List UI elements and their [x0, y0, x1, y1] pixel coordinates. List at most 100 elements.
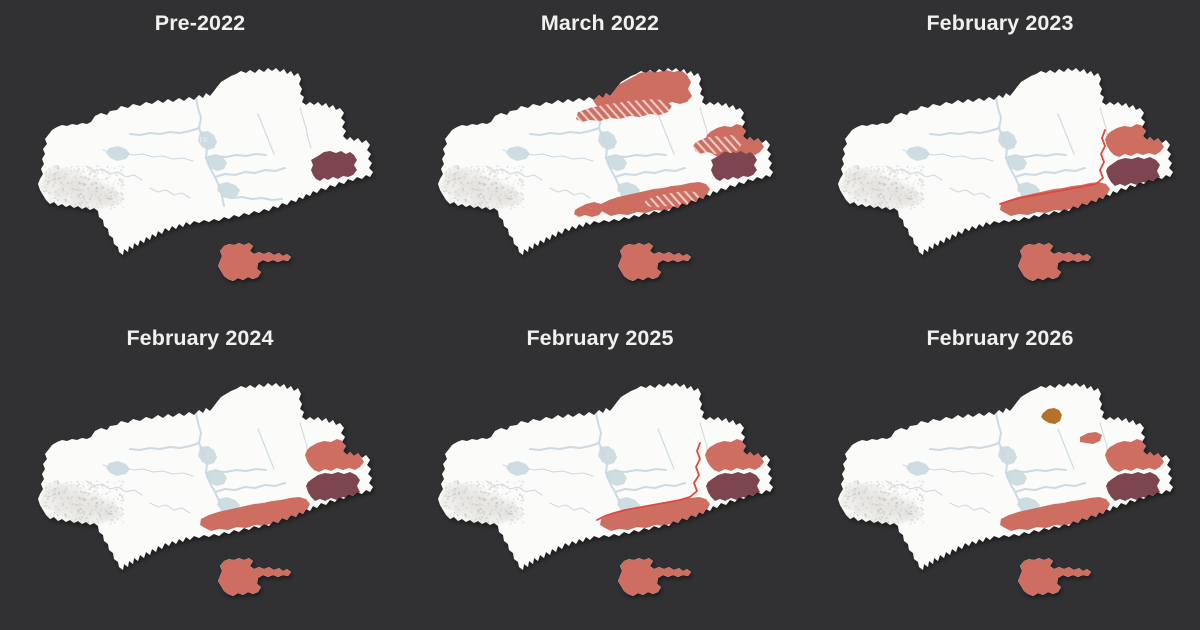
speckle-dot	[849, 175, 851, 177]
speckle-dot	[879, 197, 881, 200]
northern-contested-hatch-area[interactable]	[576, 99, 672, 122]
map-panel-february-2026[interactable]: February 2026	[800, 315, 1200, 630]
speckle-dot	[96, 518, 98, 520]
speckle-dot	[494, 206, 497, 208]
speckle-dot	[920, 169, 922, 172]
speckle-dot	[882, 485, 886, 489]
speckle-dot	[52, 184, 55, 187]
speckle-dot	[900, 193, 903, 195]
speckle-dot	[87, 505, 90, 507]
speckle-dot	[896, 187, 899, 190]
speckle-dot	[486, 208, 489, 211]
speckle-dot	[499, 201, 502, 204]
map-panel-pre-2022[interactable]: Pre-2022 KYIV	[0, 0, 400, 315]
speckle-dot	[849, 486, 852, 488]
donbas-separatist-core-area[interactable]	[1106, 157, 1160, 186]
southern-contested-hatch-area[interactable]	[644, 191, 701, 208]
crimea-occupied-area[interactable]	[618, 243, 691, 281]
speckle-dot	[480, 188, 483, 191]
speckle-dot	[493, 181, 496, 183]
speckle-dot	[87, 494, 89, 497]
speckle-dot	[455, 487, 457, 490]
speckle-dot	[457, 172, 460, 175]
map-canvas-march-2022[interactable]	[400, 38, 800, 306]
speckle-dot	[109, 512, 112, 515]
speckle-dot	[102, 172, 104, 174]
map-canvas-february-2024[interactable]	[0, 353, 400, 621]
speckle-dot	[449, 170, 451, 172]
map-panel-february-2025[interactable]: February 2025	[400, 315, 800, 630]
speckle-dot	[509, 197, 511, 200]
speckle-dot	[512, 183, 515, 185]
speckle-dot	[54, 487, 56, 489]
donbas-separatist-core-area[interactable]	[706, 472, 760, 501]
speckle-dot	[861, 502, 864, 505]
speckle-dot	[848, 191, 851, 194]
speckle-dot	[56, 482, 60, 485]
speckle-dot	[893, 175, 896, 178]
speckle-dot	[907, 197, 910, 200]
speckle-dot	[912, 515, 914, 518]
speckle-dot	[501, 493, 504, 496]
speckle-dot	[465, 191, 467, 193]
map-panel-february-2023[interactable]: February 2023	[800, 0, 1200, 315]
donbas-separatist-core-area[interactable]	[311, 151, 357, 181]
speckle-dot	[865, 495, 867, 498]
speckle-dot	[48, 513, 51, 516]
speckle-dot	[890, 509, 892, 511]
speckle-dot	[54, 490, 56, 492]
speckle-dot	[501, 186, 505, 189]
speckle-dot	[56, 200, 59, 202]
northern-kyiv-chernihiv-axis-area[interactable]	[593, 70, 692, 108]
speckle-dot	[477, 483, 479, 485]
speckle-dot	[882, 498, 884, 500]
speckle-dot	[899, 189, 901, 191]
crimea-occupied-area[interactable]	[618, 558, 691, 596]
map-canvas-february-2025[interactable]	[400, 353, 800, 621]
speckle-dot	[99, 481, 101, 483]
speckle-dot	[110, 506, 113, 509]
speckle-dot	[893, 486, 895, 488]
map-canvas-pre-2022[interactable]: KYIV	[0, 38, 400, 306]
map-panel-february-2024[interactable]: February 2024	[0, 315, 400, 630]
speckle-dot	[864, 490, 867, 493]
crimea-occupied-area[interactable]	[1018, 558, 1091, 596]
speckle-dot	[520, 514, 523, 518]
speckle-dot	[844, 481, 846, 484]
speckle-dot	[78, 187, 81, 189]
speckle-dot	[476, 512, 479, 514]
speckle-dot	[444, 493, 447, 496]
speckle-dot	[90, 498, 92, 500]
speckle-dot	[92, 521, 94, 523]
north-kharkiv-sliver-occupied-area[interactable]	[1080, 432, 1102, 444]
kherson-west-bank-occupied-area[interactable]	[574, 202, 603, 217]
sumy-incursion-area[interactable]	[1041, 408, 1062, 424]
speckle-dot	[122, 183, 125, 187]
crimea-occupied-area[interactable]	[218, 558, 291, 596]
speckle-dot	[517, 165, 520, 167]
map-canvas-february-2026[interactable]	[800, 353, 1200, 621]
map-panel-march-2022[interactable]: March 2022	[400, 0, 800, 315]
speckle-dot	[452, 178, 455, 181]
speckle-dot	[892, 491, 895, 494]
speckle-dot	[87, 179, 89, 182]
speckle-dot	[894, 509, 896, 511]
speckle-dot	[456, 164, 459, 168]
donbas-separatist-core-area[interactable]	[306, 472, 360, 501]
speckle-dot	[867, 519, 870, 522]
crimea-occupied-area[interactable]	[1018, 243, 1091, 281]
kharkiv-contested-hatch-area[interactable]	[693, 135, 742, 154]
speckle-dot	[116, 515, 117, 517]
donbas-separatist-core-area[interactable]	[711, 151, 757, 181]
speckle-dot	[892, 206, 894, 208]
speckle-dot	[121, 203, 123, 205]
map-canvas-february-2023[interactable]	[800, 38, 1200, 306]
speckle-dot	[901, 187, 904, 189]
speckle-dot	[520, 199, 523, 203]
donbas-separatist-core-area[interactable]	[1106, 472, 1160, 501]
speckle-dot	[907, 197, 909, 199]
speckle-dot	[905, 195, 908, 198]
speckle-dot	[477, 180, 479, 182]
crimea-occupied-area[interactable]	[218, 243, 291, 281]
speckle-dot	[78, 504, 80, 506]
